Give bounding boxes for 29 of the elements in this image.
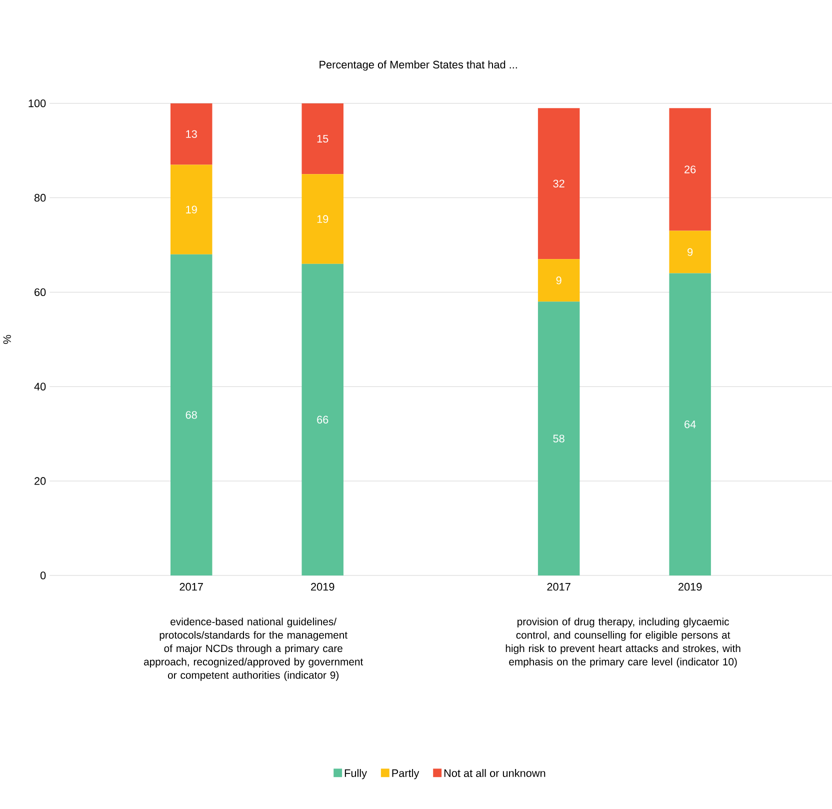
text: evidence-based national guidelines/ protocols/standards for the management of major NCDs through a primary care approach, recognized/approved by government or competent authorities (indicator 9) <box>144 618 364 681</box>
y-tick-label: 20 <box>34 477 46 485</box>
data-label: 68 <box>186 411 197 419</box>
y-tick-label: 40 <box>34 382 46 390</box>
x-tick-label: 2019 <box>678 582 702 591</box>
legend-label: Partly <box>392 769 420 780</box>
data-label: 13 <box>186 130 197 138</box>
y-tick-label: 60 <box>34 288 46 296</box>
x-tick-label: 2017 <box>547 582 570 591</box>
legend-label: Not at all or unknown <box>444 769 546 778</box>
text: provision of drug therapy, including glycaemic control, and counselling for eligible persons at high risk to prevent heart attacks and strokes, with emphasis on the primary care level (indicator 10) <box>506 618 740 668</box>
y-axis-title: % <box>3 334 11 344</box>
y-tick-label: 100 <box>28 100 46 108</box>
data-label: 15 <box>317 134 328 143</box>
data-label: 9 <box>688 248 693 256</box>
y-tick-label: 0 <box>40 572 46 580</box>
y-tick-label: 80 <box>34 194 46 202</box>
x-tick-label: 2019 <box>311 582 334 591</box>
data-label: 26 <box>684 166 696 174</box>
chart-title: Percentage of Member States that had ... <box>320 60 517 71</box>
data-label: 19 <box>317 215 328 223</box>
data-label: 66 <box>317 416 328 424</box>
data-label: 19 <box>186 206 197 214</box>
data-label: 32 <box>553 180 564 188</box>
x-tick-label: 2017 <box>180 582 203 591</box>
data-label: 58 <box>553 434 564 442</box>
data-label: 64 <box>684 420 696 428</box>
data-label: 9 <box>556 276 562 284</box>
legend-label: Fully <box>344 769 367 780</box>
